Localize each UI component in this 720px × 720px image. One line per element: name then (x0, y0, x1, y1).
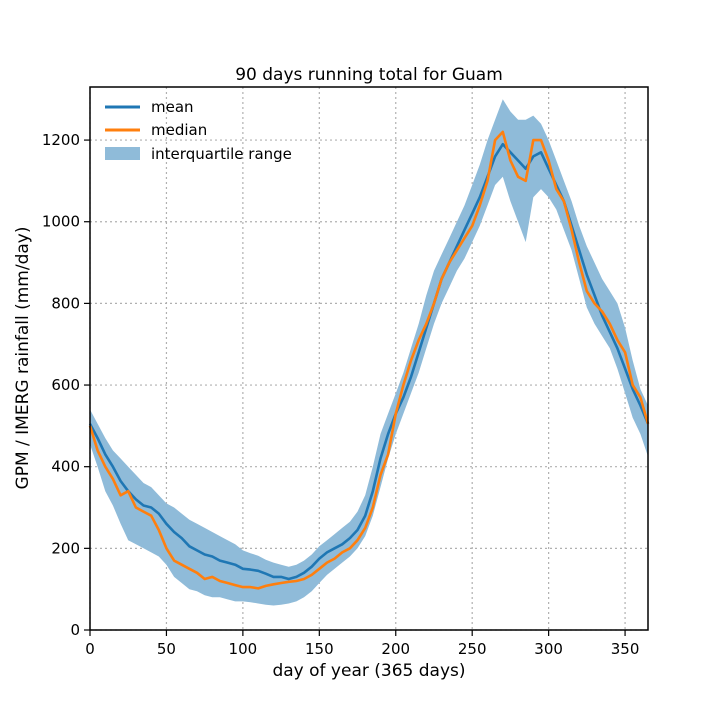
y-tick-label: 1200 (42, 131, 80, 149)
x-tick-label: 100 (229, 640, 258, 658)
y-tick-label: 400 (51, 458, 80, 476)
y-tick-label: 0 (70, 621, 80, 639)
chart-legend: mean median interquartile range (105, 98, 292, 163)
x-tick-label: 200 (381, 640, 410, 658)
y-tick-label: 600 (51, 376, 80, 394)
y-tick-label: 800 (51, 294, 80, 312)
legend-median-label: median (151, 121, 207, 139)
y-axis-label: GPM / IMERG rainfall (mm/day) (13, 227, 33, 490)
x-tick-label: 150 (305, 640, 334, 658)
x-tick-label: 350 (611, 640, 640, 658)
x-tick-label: 50 (157, 640, 176, 658)
x-tick-label: 0 (85, 640, 95, 658)
y-tick-label: 200 (51, 539, 80, 557)
median-line (88, 130, 650, 590)
legend-iqr-swatch (105, 147, 140, 160)
series-line-layer (88, 130, 650, 590)
chart-title: 90 days running total for Guam (235, 65, 503, 85)
legend-iqr-label: interquartile range (151, 145, 292, 163)
legend-mean-label: mean (151, 98, 194, 116)
x-axis-label: day of year (365 days) (272, 661, 465, 681)
y-axis-ticks: 0 200 400 600 800 1000 1200 (42, 131, 90, 639)
iqr-band (90, 99, 648, 606)
x-tick-label: 250 (458, 640, 487, 658)
plot-frame (89, 86, 649, 631)
iqr-band-layer (90, 99, 648, 606)
y-tick-label: 1000 (42, 213, 80, 231)
x-tick-label: 300 (534, 640, 563, 658)
x-axis-ticks: 0 50 100 150 200 250 300 350 (85, 630, 639, 658)
